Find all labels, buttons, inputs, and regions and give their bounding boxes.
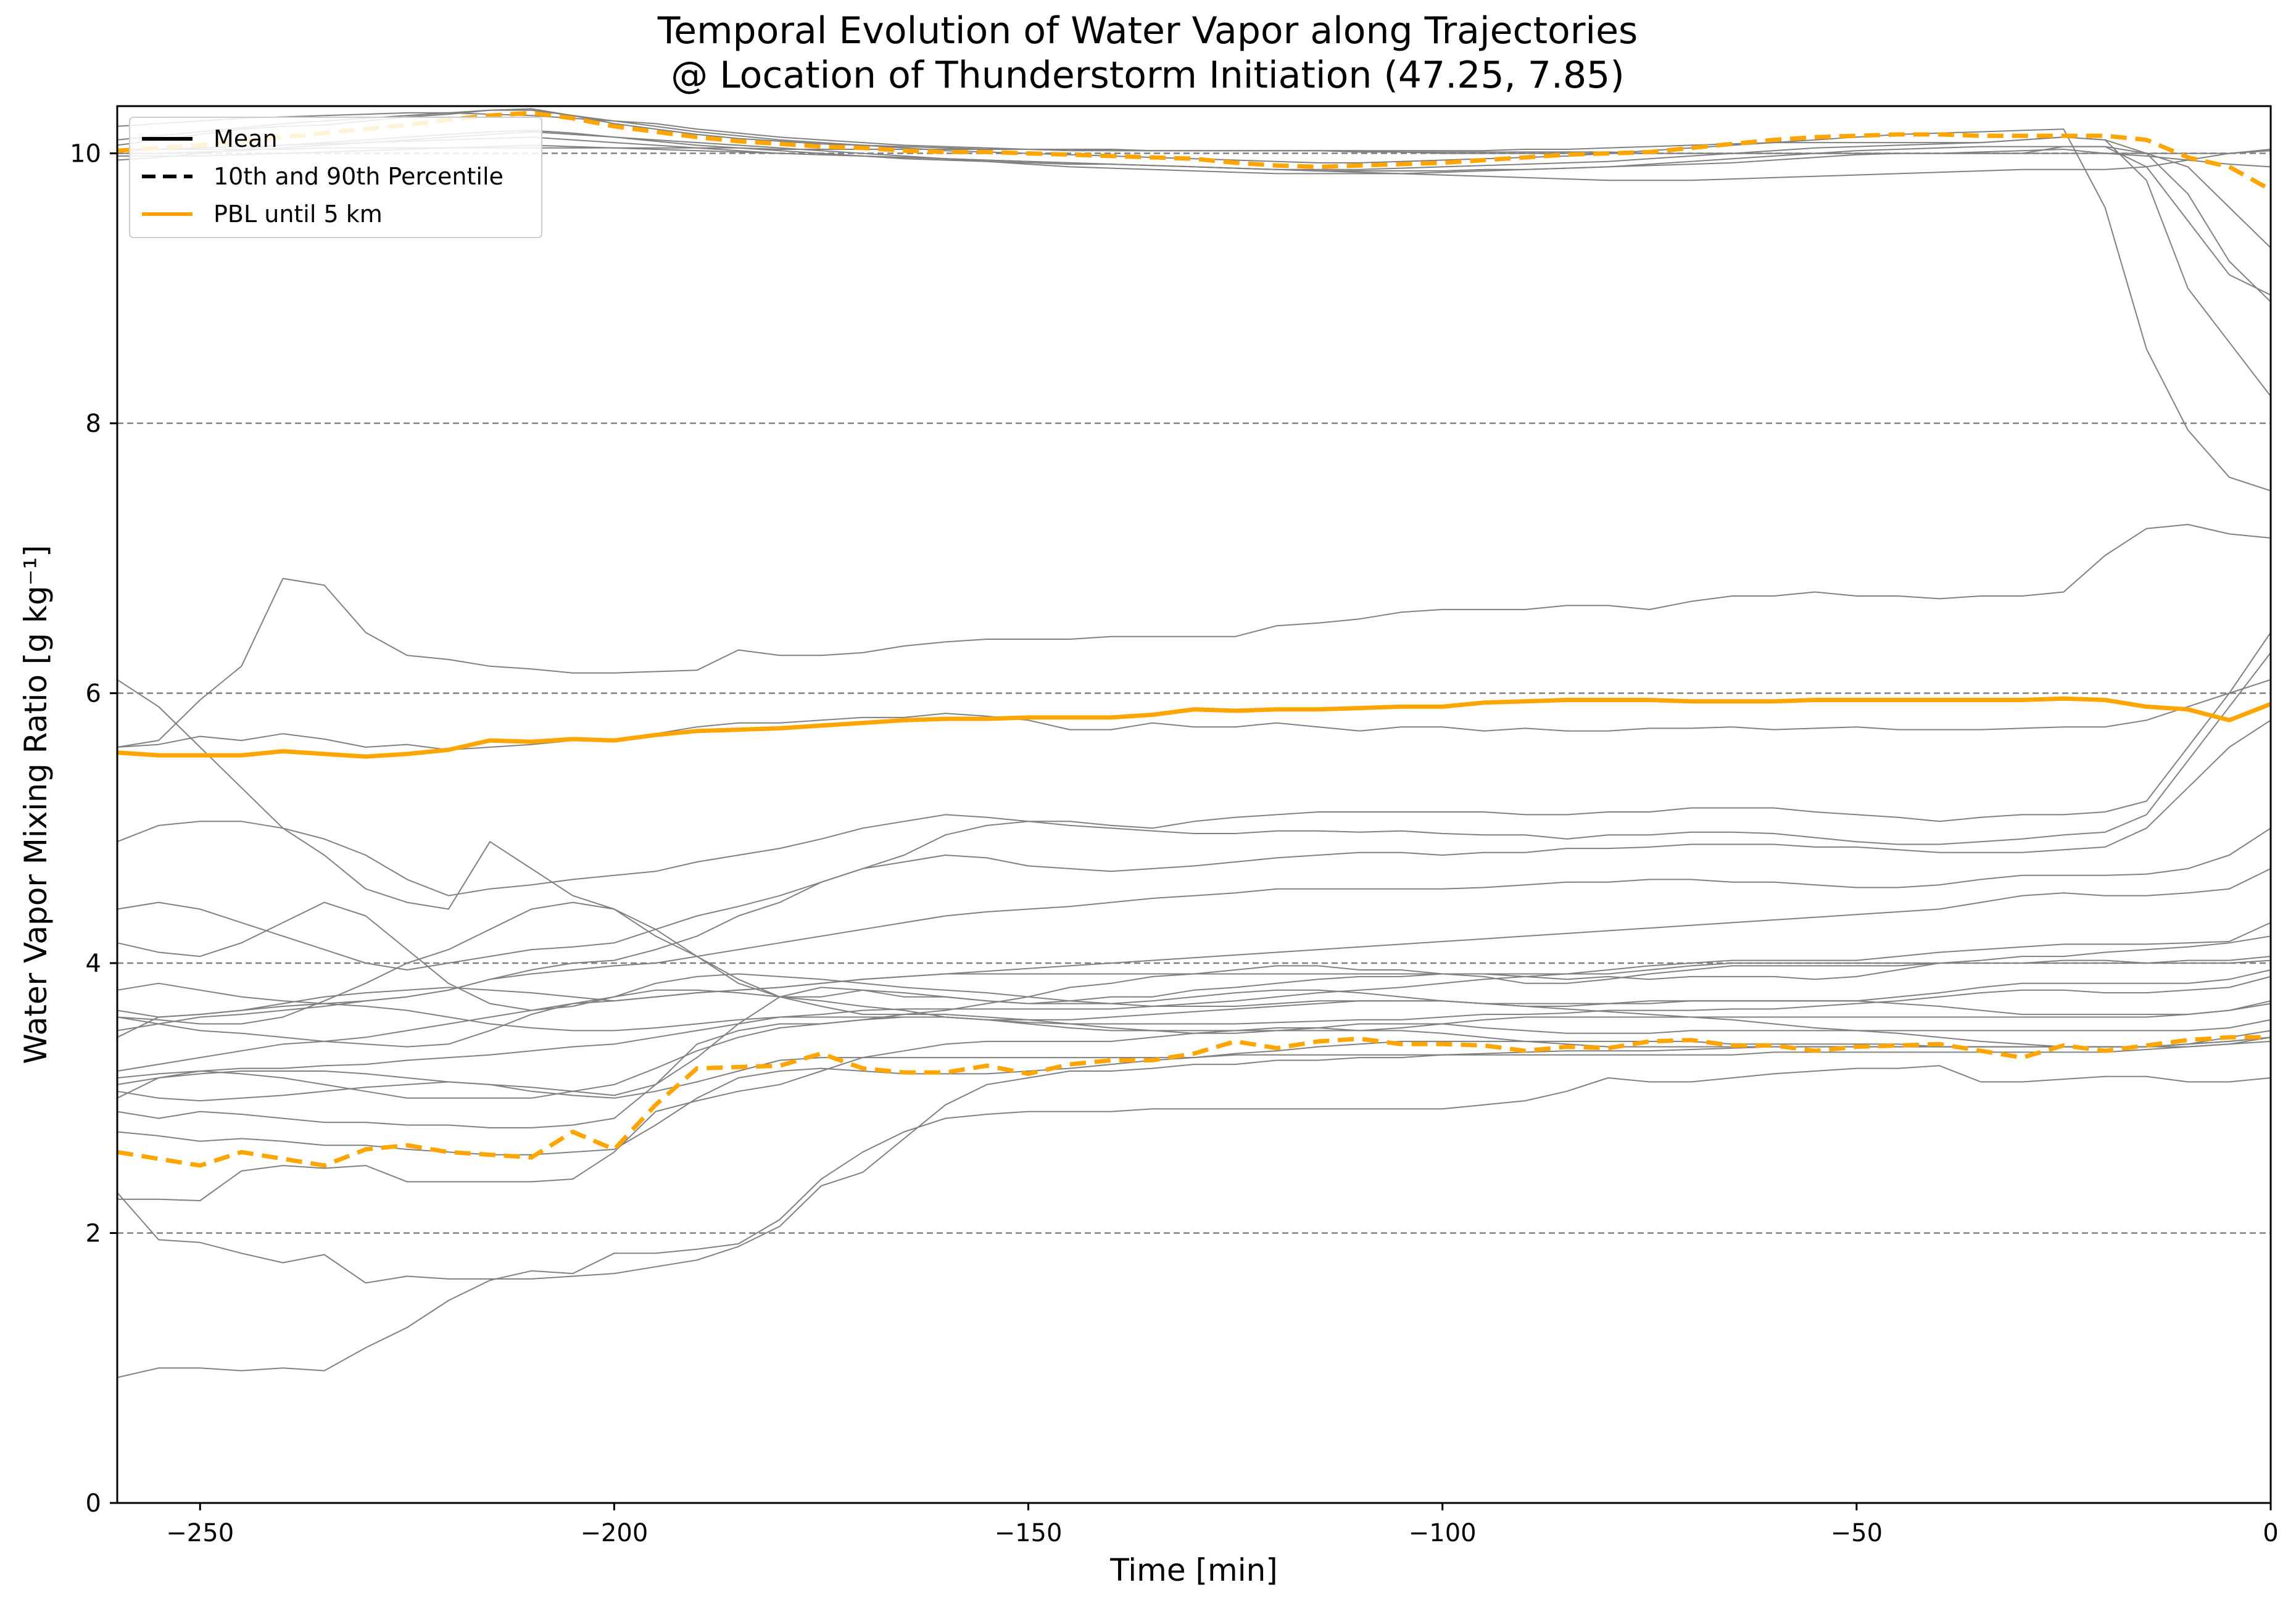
- y-tick-label: 10: [70, 140, 101, 168]
- x-tick-label: −100: [1409, 1519, 1477, 1547]
- trajectory-line: [117, 901, 2271, 1018]
- trajectory-line: [117, 975, 2271, 1032]
- plot-frame: [116, 105, 2272, 1504]
- series-line-p10: [117, 1035, 2271, 1168]
- trajectory-line: [117, 922, 2271, 1078]
- trajectory-line: [117, 868, 2271, 1072]
- trajectory-line: [117, 1014, 2271, 1099]
- trajectory-line: [117, 679, 2271, 751]
- trajectory-line: [117, 632, 2271, 971]
- legend-label-mean: Mean: [213, 125, 278, 152]
- y-tick-label: 0: [86, 1489, 101, 1518]
- trajectory-line: [117, 827, 2271, 1032]
- trajectory-line: [117, 679, 2271, 1004]
- legend-box: [129, 117, 542, 238]
- y-axis-label: Water Vapor Mixing Ratio [g kg⁻¹]: [18, 545, 54, 1064]
- legend-label-percentile: 10th and 90th Percentile: [213, 163, 504, 190]
- y-tick-label: 4: [86, 950, 101, 978]
- trajectory-line: [117, 652, 2271, 896]
- trajectory-line: [117, 959, 2271, 1038]
- y-axis-ticks: 0 2 4 6 8 10: [70, 140, 117, 1518]
- trajectory-line: [117, 989, 2271, 1048]
- legend: Mean 10th and 90th Percentile PBL until …: [129, 117, 542, 238]
- trajectory-line: [117, 109, 2271, 492]
- chart-title: Temporal Evolution of Water Vapor along …: [657, 9, 1638, 52]
- trajectory-line: [117, 969, 2271, 1128]
- x-tick-label: −250: [166, 1519, 234, 1547]
- trajectory-line: [117, 1065, 2271, 1378]
- y-tick-label: 8: [86, 410, 101, 438]
- x-tick-label: −200: [580, 1519, 648, 1547]
- trajectory-lines: [117, 108, 2271, 1378]
- x-tick-label: −150: [995, 1519, 1063, 1547]
- x-axis-ticks: −250 −200 −150 −100 −50 0: [166, 1503, 2279, 1547]
- y-tick-label: 2: [86, 1220, 101, 1248]
- legend-label-pbl: PBL until 5 km: [213, 201, 383, 228]
- x-axis-label: Time [min]: [1109, 1552, 1278, 1588]
- trajectory-line: [117, 524, 2271, 748]
- x-tick-label: −50: [1831, 1519, 1883, 1547]
- chart-subtitle: @ Location of Thunderstorm Initiation (4…: [671, 54, 1625, 97]
- y-tick-label: 6: [86, 680, 101, 708]
- series-line-mean: [117, 696, 2272, 759]
- x-tick-label: 0: [2263, 1519, 2278, 1547]
- grid-lines: [117, 152, 2271, 1234]
